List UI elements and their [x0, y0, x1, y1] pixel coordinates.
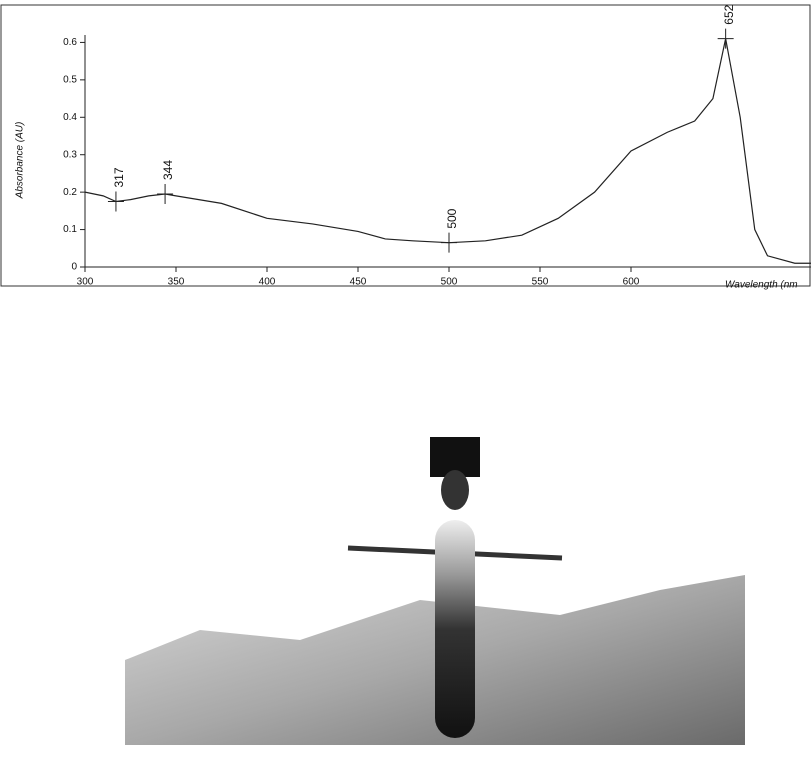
tube	[435, 520, 475, 738]
x-tick-label: 600	[623, 277, 640, 288]
y-tick-label: 0.4	[63, 112, 77, 123]
peak-label: 344	[161, 160, 175, 180]
y-tick-label: 0.3	[63, 149, 77, 160]
y-tick-label: 0	[71, 262, 77, 273]
y-tick-label: 0.2	[63, 187, 77, 198]
x-axis-label: Wavelength (nm	[725, 280, 798, 291]
photo	[125, 437, 745, 745]
y-tick-label: 0.1	[63, 224, 77, 235]
x-tick-label: 400	[259, 277, 276, 288]
x-tick-label: 350	[168, 277, 185, 288]
x-tick-label: 450	[350, 277, 367, 288]
y-tick-label: 0.6	[63, 37, 77, 48]
peak-label: 652	[722, 4, 736, 24]
x-tick-label: 500	[441, 277, 458, 288]
peak-marker	[157, 184, 173, 204]
tube-neck	[441, 470, 469, 510]
page: Absorbance (AU) Wavelength (nm 0 0.1 0.2 0.…	[0, 0, 811, 771]
peak-marker	[718, 29, 734, 49]
peak-label: 317	[112, 167, 126, 187]
y-axis-label: Absorbance (AU)	[15, 122, 26, 200]
y-tick-label: 0.5	[63, 74, 77, 85]
plot-frame	[1, 5, 810, 286]
x-tick-label: 300	[77, 277, 94, 288]
x-tick-label: 550	[532, 277, 549, 288]
peak-label: 500	[445, 208, 459, 228]
peak-marker	[441, 233, 457, 253]
peak-marker	[108, 192, 124, 212]
